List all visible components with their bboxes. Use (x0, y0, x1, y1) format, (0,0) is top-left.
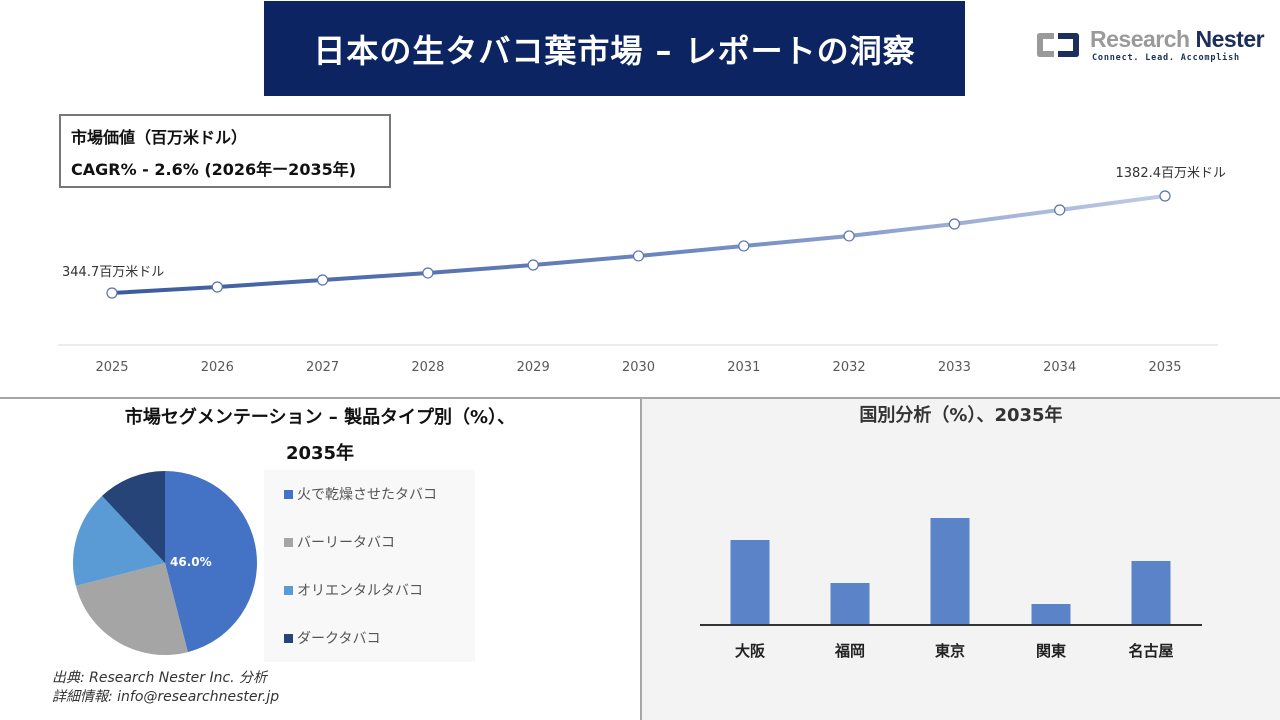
legend-label: バーリータバコ (297, 535, 395, 551)
pie-slice (73, 495, 165, 586)
data-point-marker (1054, 204, 1066, 216)
country-label: 関東 (1036, 642, 1066, 660)
legend-swatch-icon (284, 585, 293, 595)
x-tick-label: 2035 (1148, 360, 1181, 375)
data-point-marker (317, 274, 329, 286)
data-point-marker (843, 230, 855, 242)
legend-item: オリエンタルタバコ (284, 580, 423, 600)
x-tick-label: 2027 (306, 360, 339, 375)
segmentation-title: 市場セグメンテーション – 製品タイプ別（%）、 2035年 (124, 407, 516, 464)
country-label: 福岡 (834, 642, 865, 660)
pie-slice (102, 471, 165, 563)
x-tick-label: 2025 (95, 360, 128, 375)
country-bar (930, 518, 970, 624)
report-title-banner: 日本の生タバコ葉市場 – レポートの洞察 (264, 1, 965, 96)
market-value-line-chart: 2025 2026 2027 2028 2029 2030 2031 2032 2033 2034… (58, 166, 1227, 375)
pie-slice (165, 471, 257, 653)
x-tick-label: 2028 (411, 360, 444, 375)
x-tick-label: 2034 (1043, 360, 1076, 375)
x-tick-label: 2029 (517, 360, 550, 375)
country-label: 大阪 (735, 642, 766, 660)
logo-tagline: Connect. Lead. Accomplish (1092, 53, 1240, 63)
data-point-marker (106, 287, 118, 299)
legend-item: ダークタバコ (284, 628, 380, 648)
market-value-label: 市場価値（百万米ドル） (71, 128, 248, 147)
country-label: 名古屋 (1128, 642, 1173, 660)
x-tick-label: 2026 (201, 360, 234, 375)
country-label: 東京 (935, 642, 965, 660)
legend-label: ダークタバコ (297, 631, 381, 647)
country-bar (1131, 561, 1171, 624)
country-bar-chart: 大阪 福岡 東京 関東 名古屋 (700, 518, 1202, 660)
source-text: 出典: Research Nester Inc. 分析 (52, 670, 268, 686)
x-tick-label: 2030 (622, 360, 655, 375)
x-tick-label: 2031 (727, 360, 760, 375)
data-point-marker (738, 240, 750, 252)
legend-swatch-icon (284, 489, 293, 499)
country-bar (1031, 604, 1071, 624)
pie-data-label: 46.0% (170, 555, 212, 569)
pie-legend: 火で乾燥させたタバコ バーリータバコオリエンタルタバコ ダークタバコ (264, 470, 475, 662)
legend-label: オリエンタルタバコ (297, 583, 423, 599)
data-point-marker (527, 259, 539, 271)
data-point-marker (632, 250, 645, 262)
country-bar (730, 540, 770, 624)
country-bar (830, 583, 870, 624)
data-point-marker (1159, 190, 1171, 202)
logo-mark-icon (1037, 33, 1079, 57)
legend-label: 火で乾燥させたタバコ (297, 487, 437, 503)
country-analysis-title: 国別分析（%）、2035年 (859, 405, 1063, 426)
end-value-label: 1382.4百万米ドル (1116, 166, 1227, 181)
cagr-label: CAGR% - 2.6% (2026年ー2035年) (71, 160, 357, 179)
legend-swatch-icon (284, 537, 293, 547)
x-tick-label: 2032 (833, 360, 866, 375)
product-type-pie-chart: 46.0% (73, 471, 257, 655)
start-value-label: 344.7百万米ドル (62, 265, 164, 280)
data-point-marker (422, 267, 434, 279)
research-nester-logo: Research Nester Connect. Lead. Accomplis… (1032, 26, 1265, 66)
legend-item: 火で乾燥させたタバコ (284, 484, 437, 504)
pie-slice (75, 563, 188, 655)
market-value-line (111, 194, 1166, 295)
market-value-info-box: 市場価値（百万米ドル） CAGR% - 2.6% (2026年ー2035年) (59, 114, 391, 188)
source-footer: 出典: Research Nester Inc. 分析 詳細情報: info@r… (52, 669, 279, 707)
contact-text: 詳細情報: info@researchnester.jp (52, 689, 280, 705)
x-tick-label: 2033 (938, 360, 971, 375)
data-point-marker (211, 281, 223, 293)
data-point-marker (948, 218, 961, 230)
report-title: 日本の生タバコ葉市場 – レポートの洞察 (313, 31, 916, 70)
section-divider-vertical (640, 397, 642, 720)
legend-item: バーリータバコ (284, 532, 395, 552)
logo-wordmark: Research Nester (1090, 26, 1265, 52)
legend-swatch-icon (284, 633, 293, 643)
